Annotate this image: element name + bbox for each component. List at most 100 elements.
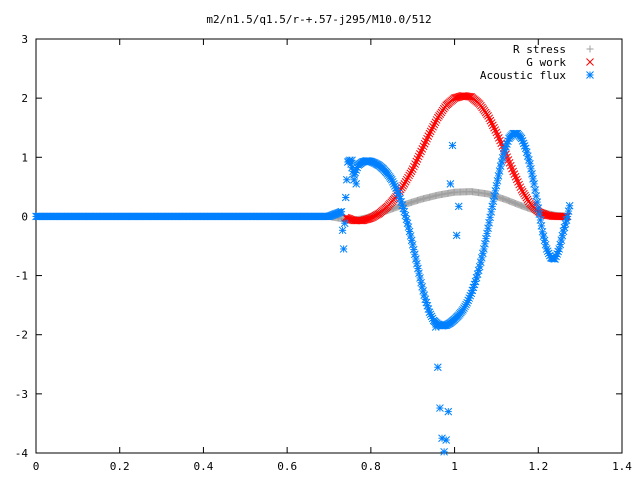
data-point [486, 116, 495, 125]
data-point [440, 447, 448, 456]
data-point [402, 175, 411, 184]
data-point [420, 139, 429, 148]
data-point [432, 116, 441, 124]
data-point [557, 236, 566, 244]
y-tick-label: -3 [15, 388, 28, 401]
x-tick-label: 0.4 [193, 460, 213, 473]
legend-label: Acoustic flux [480, 69, 566, 82]
data-point [406, 232, 415, 240]
y-tick-label: 0 [21, 210, 28, 223]
x-tick-label: 1.4 [612, 460, 632, 473]
y-tick-label: -4 [15, 447, 29, 460]
data-point [424, 132, 433, 141]
data-point [493, 176, 502, 185]
data-point [348, 156, 356, 165]
data-point [523, 195, 532, 204]
data-point [493, 131, 502, 140]
data-point [448, 141, 457, 150]
data-point [433, 363, 442, 372]
data-point [423, 134, 431, 143]
data-point [419, 142, 428, 151]
data-point [475, 262, 484, 271]
data-point [412, 255, 420, 263]
data-point [412, 157, 421, 166]
data-point [521, 191, 529, 200]
data-point [429, 122, 437, 131]
series-1 [341, 91, 572, 225]
data-point [491, 126, 500, 134]
data-point [491, 186, 500, 195]
data-point [341, 193, 350, 202]
data-point [452, 231, 461, 240]
data-point [338, 226, 347, 235]
data-point [413, 155, 422, 163]
data-point [511, 172, 520, 181]
data-point [411, 160, 419, 168]
data-point [514, 178, 522, 186]
series-2 [32, 129, 574, 456]
data-point [407, 236, 416, 245]
data-point [342, 175, 351, 184]
data-point [494, 133, 503, 142]
data-point [478, 249, 487, 258]
data-point [404, 223, 413, 231]
data-point [492, 181, 501, 190]
legend-marker [586, 45, 594, 53]
data-point [427, 125, 436, 133]
data-point [532, 192, 541, 200]
data-point [530, 180, 538, 188]
data-point [498, 154, 507, 162]
x-tick-label: 0.2 [110, 460, 130, 473]
data-point [516, 183, 525, 192]
data-point [520, 189, 528, 198]
data-point [481, 239, 489, 248]
y-tick-label: -1 [15, 270, 28, 283]
data-point [485, 218, 493, 227]
y-tick-label: 2 [21, 92, 28, 105]
data-point [515, 180, 524, 189]
data-point [490, 192, 499, 200]
data-point [485, 114, 494, 123]
data-point [401, 177, 410, 186]
x-tick-label: 0.8 [361, 460, 381, 473]
x-tick-label: 0 [33, 460, 40, 473]
data-point [488, 202, 497, 211]
data-point [466, 92, 474, 101]
data-point [526, 159, 534, 168]
data-point [527, 164, 535, 173]
data-point [430, 120, 439, 129]
data-point [555, 245, 564, 253]
data-point [425, 129, 434, 138]
data-point [352, 180, 361, 188]
data-point [422, 137, 430, 146]
data-point [518, 187, 527, 196]
data-point [400, 180, 409, 188]
data-point [492, 128, 501, 137]
data-point [490, 123, 498, 132]
data-point [444, 407, 453, 416]
data-point [340, 219, 349, 228]
data-point [416, 274, 424, 282]
data-point [431, 118, 440, 127]
data-point [408, 165, 417, 173]
x-tick-label: 0.6 [277, 460, 297, 473]
data-point [488, 121, 497, 130]
data-point [408, 240, 417, 249]
data-point [350, 175, 358, 184]
data-point [410, 250, 419, 259]
data-point [509, 167, 518, 176]
legend-marker [586, 71, 594, 79]
data-point [442, 436, 451, 444]
plot-frame [35, 38, 623, 454]
data-marks [32, 91, 574, 456]
data-point [454, 202, 463, 211]
data-point [494, 172, 503, 180]
data-point [524, 197, 533, 206]
data-point [528, 169, 536, 178]
data-point [476, 258, 485, 267]
legend-label: R stress [513, 43, 566, 56]
data-point [404, 173, 412, 182]
data-point [496, 136, 504, 145]
